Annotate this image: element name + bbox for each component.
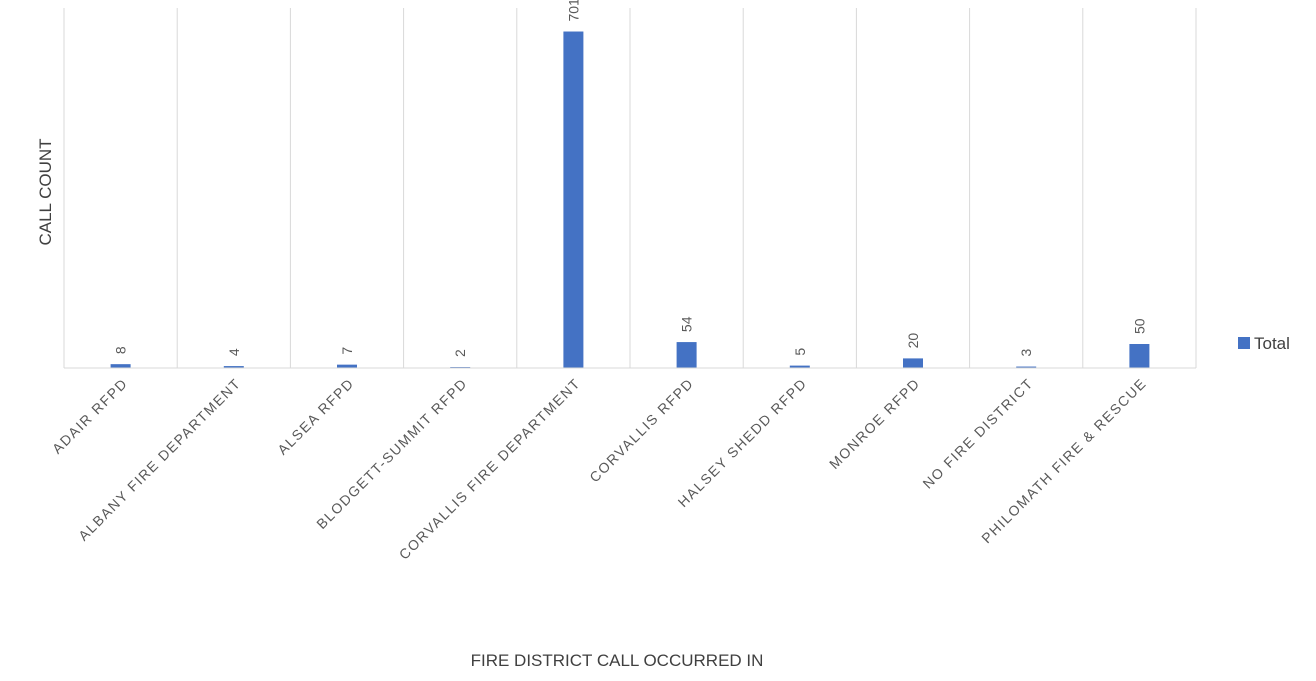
x-tick-label: ALSEA RFPD [274, 375, 357, 458]
x-tick-label: CORVALLIS FIRE DEPARTMENT [396, 375, 584, 563]
x-tick-label: CORVALLIS RFPD [586, 375, 697, 486]
x-axis-title: FIRE DISTRICT CALL OCCURRED IN [471, 651, 764, 670]
data-label: 701 [565, 0, 581, 22]
bars [110, 31, 1150, 369]
bar [110, 364, 131, 368]
data-label: 4 [226, 348, 242, 356]
bar [789, 365, 810, 368]
bar [1129, 344, 1150, 368]
legend-swatch [1238, 337, 1250, 349]
data-labels: 8 4 7 2 701 54 5 20 3 50 [113, 0, 1148, 357]
x-tick-label: MONROE RFPD [826, 375, 923, 472]
bar [1016, 366, 1037, 368]
data-label: 54 [679, 316, 695, 332]
gridlines [63, 8, 1197, 368]
legend-label: Total [1254, 334, 1290, 353]
bar [563, 31, 584, 369]
legend: Total [1238, 334, 1290, 353]
bar [337, 364, 357, 368]
data-label: 7 [339, 347, 355, 355]
bar [223, 366, 244, 368]
x-tick-label: HALSEY SHEDD RFPD [675, 375, 810, 510]
bar [903, 358, 923, 368]
x-tick-label: NO FIRE DISTRICT [919, 375, 1036, 492]
data-label: 3 [1018, 349, 1034, 357]
x-tick-label: ADAIR RFPD [49, 375, 131, 457]
data-label: 20 [905, 333, 921, 349]
data-label: 8 [113, 346, 129, 354]
data-label: 50 [1131, 318, 1147, 334]
data-label: 5 [792, 348, 808, 356]
bar [676, 342, 697, 368]
y-axis-title: CALL COUNT [36, 138, 55, 245]
data-label: 2 [452, 349, 468, 357]
